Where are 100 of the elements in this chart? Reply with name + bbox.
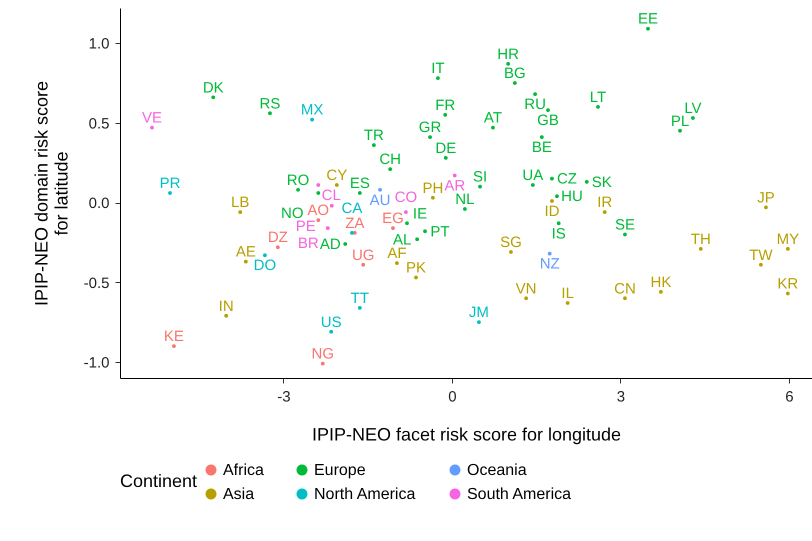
point [452,174,457,178]
data-label: NZ [540,256,560,273]
data-label: IN [218,298,234,315]
point [698,246,703,251]
data-label: IE [412,205,428,222]
y-tick-label: 0.0 [88,195,110,212]
data-label: LT [590,88,606,106]
point [759,262,763,267]
point [556,221,561,226]
point [478,184,482,188]
point [168,191,172,195]
data-label: CL [322,187,341,204]
data-label: PT [430,223,450,240]
data-label: TT [350,290,370,307]
point [555,194,559,198]
data-label: JP [757,189,775,206]
data-label: MX [300,102,324,119]
data-label: GB [537,112,559,130]
point [436,76,440,80]
data-label: DE [435,140,456,157]
data-label: HK [650,274,672,291]
data-label: ZA [345,214,364,232]
point [361,262,366,267]
point [268,111,272,116]
data-label: KR [777,275,798,292]
data-label: AT [484,110,502,127]
data-label: PH [422,180,444,197]
point [678,128,682,133]
point [296,188,300,192]
point [430,196,435,200]
data-label: RU [524,96,546,114]
point [509,250,513,254]
point [596,105,600,109]
point [491,126,495,130]
data-label: US [320,314,342,331]
data-label: HU [561,188,583,206]
point [540,135,544,140]
data-label: BG [504,64,526,82]
y-axis-title: IPIP-NEO domain risk score for latitude [32,80,72,306]
point [244,260,248,264]
point [405,221,409,226]
data-label: VE [142,110,162,127]
point [320,362,325,366]
y-tick-label: 0.5 [88,115,110,132]
point [415,237,420,242]
point [584,180,589,184]
data-label: TH [690,230,711,248]
y-tick-label: 1.0 [88,36,110,53]
point [477,320,481,324]
data-label: IT [431,60,445,78]
point [786,246,790,251]
data-label: VN [516,280,537,298]
point [533,92,537,96]
data-label: AO [307,202,330,220]
data-label: SG [500,234,522,252]
data-label: KE [164,328,184,346]
data-label: CY [326,167,348,184]
point [548,252,552,256]
point [316,191,320,195]
data-label: PR [160,175,181,192]
legend-label: North America [314,486,416,503]
data-label: CA [342,200,362,217]
data-label: JM [468,304,489,322]
legend-label: Oceania [467,462,527,479]
point [524,296,528,300]
data-label: IS [552,225,566,242]
data-label: SI [472,168,488,186]
point [330,204,334,208]
point [764,205,768,210]
x-axis-title: IPIP-NEO facet risk score for longitude [312,424,622,444]
data-label: RS [260,95,280,112]
point [378,188,382,192]
point [172,344,176,348]
data-label: TR [364,127,384,144]
x-tick-label: 3 [616,388,626,406]
point [423,229,427,234]
data-label: GR [418,119,442,136]
point [263,253,267,258]
point [623,296,627,300]
point [414,276,418,280]
point [276,245,280,250]
y-tick-label: -1.0 [84,354,110,372]
point [329,330,334,334]
y-tick-label: -0.5 [84,274,110,292]
point [358,191,362,195]
data-label: DO [254,257,276,274]
data-label: ID [544,202,560,220]
point [388,167,392,171]
point [691,116,695,120]
data-label: HR [497,46,520,63]
point [550,176,554,181]
legend-label: South America [467,486,572,503]
data-label: AD [320,236,341,254]
point [566,301,570,305]
data-label: BE [532,139,552,156]
data-label: BR [298,235,319,252]
point [372,143,376,148]
point [659,290,663,294]
point [444,156,448,160]
point [391,226,395,230]
